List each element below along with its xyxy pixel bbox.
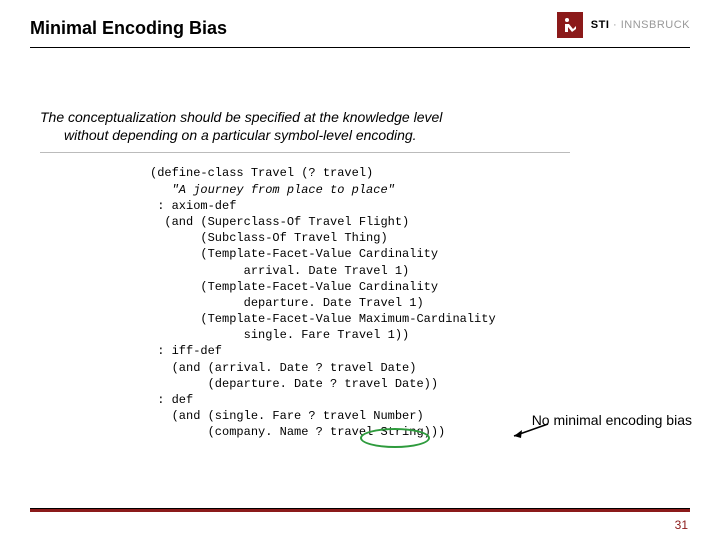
code-block: (define-class Travel (? travel) "A journ…: [150, 165, 720, 440]
logo-primary: STI: [591, 19, 610, 31]
code-line: (Subclass-Of Travel Thing): [150, 231, 388, 245]
code-line: arrival. Date Travel 1): [150, 264, 409, 278]
intro-line-2: without depending on a particular symbol…: [40, 126, 570, 144]
footer-divider: [30, 509, 690, 512]
code-line: (define-class Travel (? travel): [150, 166, 373, 180]
code-line: (Template-Facet-Value Cardinality: [150, 247, 438, 261]
intro-text: The conceptualization should be specifie…: [40, 108, 570, 153]
logo: STI · INNSBRUCK: [557, 12, 690, 38]
code-line: : axiom-def: [150, 199, 236, 213]
code-line: (and (single. Fare ? travel Number): [150, 409, 424, 423]
page-number: 31: [675, 518, 688, 532]
logo-text: STI · INNSBRUCK: [591, 19, 690, 31]
code-line: (Template-Facet-Value Cardinality: [150, 280, 438, 294]
code-line: single. Fare Travel 1)): [150, 328, 409, 342]
code-line: : def: [150, 393, 193, 407]
header-divider: [30, 47, 690, 48]
intro-line-1: The conceptualization should be specifie…: [40, 108, 570, 126]
logo-secondary: INNSBRUCK: [621, 19, 690, 31]
code-line: (and (arrival. Date ? travel Date): [150, 361, 416, 375]
logo-icon: [557, 12, 583, 38]
annotation-text: No minimal encoding bias: [532, 412, 692, 428]
code-line: (and (Superclass-Of Travel Flight): [150, 215, 409, 229]
code-line: : iff-def: [150, 344, 222, 358]
code-line: (departure. Date ? travel Date)): [150, 377, 438, 391]
logo-sep: ·: [609, 19, 620, 31]
code-line: (company. Name ? travel String))): [150, 425, 445, 439]
code-line: "A journey from place to place": [150, 183, 395, 197]
code-line: (Template-Facet-Value Maximum-Cardinalit…: [150, 312, 496, 326]
code-line: departure. Date Travel 1): [150, 296, 424, 310]
